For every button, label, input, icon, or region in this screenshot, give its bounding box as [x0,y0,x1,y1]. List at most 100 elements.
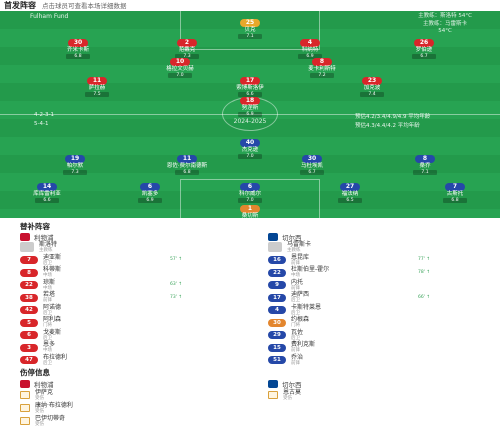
home-player[interactable]: 23 加克波 7.4 [342,77,402,97]
shirt-number: 5 [20,318,38,327]
sub-row[interactable]: 7 迪亚斯 后卫 57' ↑ [20,254,245,266]
home-player[interactable]: 17 索博斯洛伊 6.6 [220,77,280,97]
away-player[interactable]: 40 杰克逊 7.0 [220,139,280,159]
lineup-hint[interactable]: 点击球员可查看本场详细数据 [42,2,127,10]
shirt-number: 25 [240,19,260,27]
home-player[interactable]: 26 罗伯逊 6.7 [394,39,454,59]
shirt-number: 30 [302,155,322,163]
sub-row[interactable]: 6 戈麦斯 后卫 [20,329,245,341]
sub-row[interactable]: 5 阿利森 门将 [20,317,245,329]
away-player[interactable]: 19 帕尔默 7.3 [45,155,105,175]
player-name: 马杜埃凯 [300,163,323,169]
away-player[interactable]: 8 桑乔 7.1 [395,155,455,175]
sub-position: 后卫 [291,298,300,303]
player-rating: 6.7 [412,54,436,59]
player-rating: 6.6 [238,92,262,97]
injury-home-team-name: 利物浦 [34,381,54,389]
sub-position: 后卫 [43,310,52,316]
sub-row[interactable]: 4 卡斯特莱恩 后卫 [268,304,493,316]
player-name: 格拉文贝赫 [166,66,194,72]
sub-position: 前锋 [291,260,300,266]
sub-in-icon: 66' ↑ [418,294,431,300]
shirt-number: 7 [445,183,465,191]
sub-position: 中场 [291,273,300,278]
away-player[interactable]: 11 恩佐·费尔南德斯 6.8 [157,155,217,175]
home-player[interactable]: 11 萨拉赫 7.5 [67,77,127,97]
away-player[interactable]: 14 库库雷利亚 6.6 [17,183,77,203]
sub-position: 前锋 [291,360,300,366]
player-rating: 7.0 [238,198,262,203]
away-player[interactable]: 7 古斯托 6.8 [425,183,485,203]
sub-name: 恩昆库 [291,253,310,261]
injury-card-icon [20,391,30,399]
sub-in-icon: 57' ↑ [170,257,183,262]
away-coach: 主教练：马雷斯卡 [422,21,467,27]
sub-row[interactable]: 22 琼斯 中场 63' ↑ [20,279,245,291]
player-name: 桑乔 [419,163,431,169]
away-player[interactable]: 6 凯塞多 6.9 [120,183,180,203]
home-formation: 4-2-3-1 [34,112,54,118]
away-coach-sub: 54°C [438,28,452,34]
sub-row[interactable]: 3 恩多 中场 [20,342,245,354]
shirt-number: 7 [20,256,38,264]
sub-row[interactable]: 16 恩昆库 前锋 77' ↑ [268,254,493,266]
shirt-number: 30 [268,318,286,327]
injury-card-icon [268,391,278,399]
player-name: 科纳特 [301,47,319,53]
away-player[interactable]: 6 科尔威尔 7.0 [220,183,280,203]
home-player[interactable]: 18 努涅斯 6.9 [220,97,280,117]
sub-row[interactable]: 51 乔治 前锋 [268,354,493,366]
injury-card-icon [20,417,30,425]
sub-row[interactable]: 9 内托 前锋 [268,279,493,291]
away-coach-row[interactable]: 马雷斯卡 主教练 [268,241,311,253]
sub-row[interactable]: 8 科蒂斯 中场 [20,267,245,279]
injury-row[interactable]: 恩古莫 受伤 [268,389,301,401]
sub-in-icon: 63' ↑ [170,282,183,287]
away-player[interactable]: 1桑切斯6.4 [220,205,280,218]
player-rating: 6.7 [300,170,324,175]
sub-row[interactable]: 17 迪萨西 后卫 66' ↑ [268,292,493,304]
home-player[interactable]: 30 齐米卡斯 6.8 [48,39,108,59]
player-name: 库库雷利亚 [33,191,61,197]
coach-name: 斯洛特 [39,240,58,248]
shirt-number: 17 [240,77,260,85]
sub-position: 后卫 [291,335,300,341]
penalty-box-top [180,11,320,50]
player-name: 罗伯逊 [415,47,433,53]
sub-position: 门将 [43,323,52,328]
sub-row[interactable]: 42 阿诺德 后卫 [20,304,245,316]
injury-row[interactable]: 康纳·布拉德利 受伤 [20,402,73,414]
player-name: 恩佐·费尔南德斯 [166,163,208,169]
sub-row[interactable]: 38 若塔 前锋 73' ↑ [20,292,245,304]
player-name: 帕尔默 [66,163,84,169]
sub-row[interactable]: 30 约根森 门将 [268,317,493,329]
sub-position: 门将 [291,323,300,328]
home-player[interactable]: 25 贝克 7.1 [220,19,280,39]
sub-position: 中场 [43,348,52,353]
sub-row[interactable]: 47 布拉德利 后卫 [20,354,245,366]
away-player[interactable]: 30 马杜埃凯 6.7 [282,155,342,175]
home-coach-row[interactable]: 斯洛特 主教练 [20,241,57,253]
home-player[interactable]: 10 格拉文贝赫 7.0 [150,58,210,78]
subs-away-team: 切尔西 [268,232,302,242]
player-name: 凯塞多 [141,191,159,197]
player-name: 萨拉赫 [88,85,106,91]
injury-home-team: 利物浦 [20,379,54,389]
shirt-number: 4 [268,306,286,314]
home-player[interactable]: 8 麦卡利斯特 7.2 [292,58,352,78]
home-player[interactable]: 4 科纳特 6.9 [280,39,340,59]
player-rating: 6.9 [238,112,262,117]
away-player[interactable]: 27 福法纳 6.5 [320,183,380,203]
sub-row[interactable]: 22 杜斯伯里-霍尔 中场 78' ↑ [268,267,493,279]
injury-row[interactable]: 巴伊切蒂奇 受伤 [20,415,65,427]
shirt-number: 22 [20,281,38,289]
shirt-number: 8 [415,155,435,163]
sub-name: 内托 [291,278,304,286]
sub-position: 前锋 [291,348,300,353]
injury-row[interactable]: 伊萨克 受伤 [20,389,53,401]
shirt-number: 6 [20,331,38,339]
sub-row[interactable]: 15 费利克斯 前锋 [268,342,493,354]
sub-row[interactable]: 29 瓦佐 后卫 [268,329,493,341]
penalty-box-bottom [180,179,320,218]
home-player[interactable]: 2 范戴克 7.3 [157,39,217,59]
